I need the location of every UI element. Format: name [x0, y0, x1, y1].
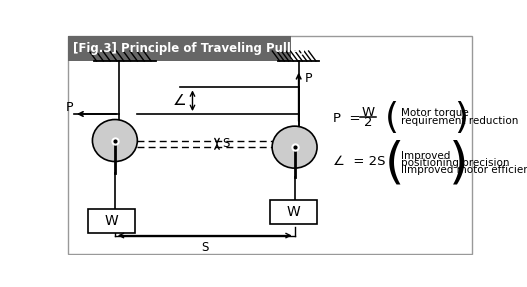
Bar — [68, 36, 290, 61]
Ellipse shape — [92, 119, 138, 162]
Text: (: ( — [385, 100, 398, 135]
Text: P: P — [305, 72, 313, 85]
Text: ∠  = 2S: ∠ = 2S — [334, 155, 386, 168]
Text: W: W — [105, 214, 119, 228]
Text: P  =: P = — [334, 112, 361, 125]
Text: Improved: Improved — [401, 152, 450, 161]
Text: requirement reduction: requirement reduction — [401, 116, 518, 126]
Text: positioning precision: positioning precision — [401, 158, 509, 168]
Text: W: W — [287, 205, 300, 219]
Text: (: ( — [385, 140, 404, 188]
Ellipse shape — [272, 126, 317, 168]
Text: S: S — [222, 137, 229, 150]
Text: ∠: ∠ — [173, 93, 187, 108]
Text: IImproved motor efficiency: IImproved motor efficiency — [401, 165, 527, 175]
Text: [Fig.3] Principle of Traveling Pulley: [Fig.3] Principle of Traveling Pulley — [73, 42, 307, 55]
Text: ): ) — [448, 140, 468, 188]
Bar — [270, 200, 317, 224]
Text: 2: 2 — [364, 116, 373, 129]
Text: W: W — [362, 106, 375, 119]
Text: S: S — [201, 241, 208, 254]
Text: ): ) — [454, 100, 468, 135]
Text: Motor torque: Motor torque — [401, 108, 469, 118]
Text: P: P — [66, 101, 73, 114]
Bar — [89, 209, 135, 233]
